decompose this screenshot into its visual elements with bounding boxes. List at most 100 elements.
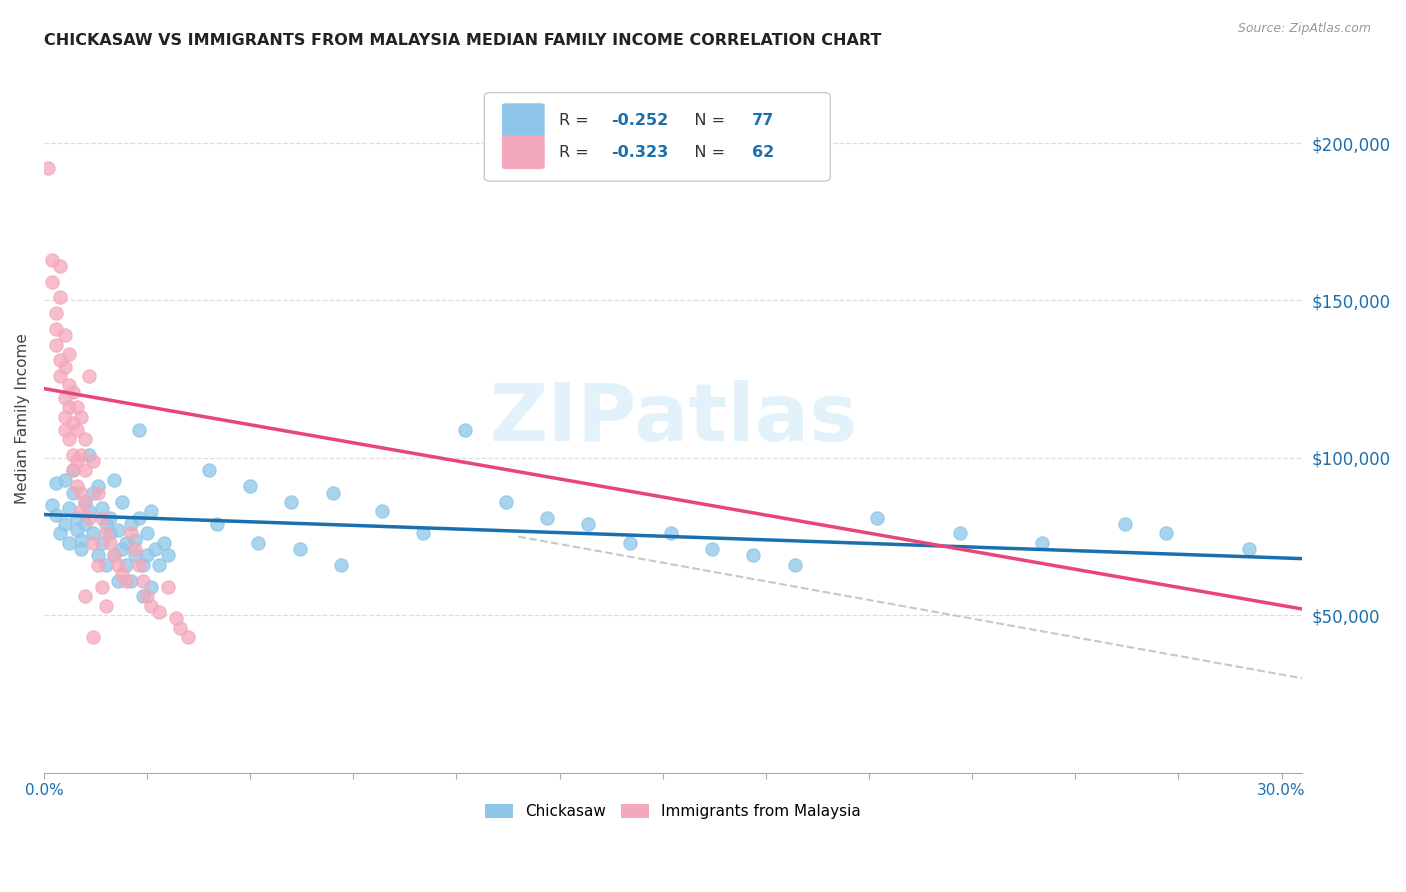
Point bbox=[62, 463, 84, 477]
Point bbox=[322, 485, 344, 500]
Point bbox=[111, 495, 134, 509]
Point bbox=[247, 536, 270, 550]
Point bbox=[124, 542, 146, 557]
Point bbox=[132, 558, 155, 572]
Point bbox=[239, 479, 262, 493]
Point bbox=[1031, 536, 1053, 550]
Point bbox=[49, 353, 72, 368]
Point bbox=[62, 448, 84, 462]
Point bbox=[75, 516, 97, 531]
Point bbox=[75, 463, 97, 477]
Point bbox=[70, 504, 93, 518]
Point bbox=[53, 391, 76, 405]
Point bbox=[742, 549, 765, 563]
Point bbox=[120, 526, 142, 541]
Point bbox=[103, 473, 125, 487]
Point bbox=[49, 369, 72, 384]
Point bbox=[111, 542, 134, 557]
Point bbox=[77, 369, 100, 384]
Point bbox=[103, 549, 125, 563]
Point bbox=[90, 501, 112, 516]
Point bbox=[136, 549, 159, 563]
Point bbox=[86, 549, 108, 563]
Point bbox=[205, 516, 228, 531]
Text: Source: ZipAtlas.com: Source: ZipAtlas.com bbox=[1237, 22, 1371, 36]
Point bbox=[45, 306, 67, 320]
Text: N =: N = bbox=[679, 145, 731, 160]
Point bbox=[115, 558, 138, 572]
Point bbox=[53, 359, 76, 374]
FancyBboxPatch shape bbox=[484, 93, 831, 181]
Point bbox=[53, 409, 76, 424]
Point bbox=[45, 508, 67, 522]
Point bbox=[58, 536, 80, 550]
Point bbox=[128, 510, 150, 524]
Point bbox=[454, 423, 477, 437]
Point bbox=[783, 558, 806, 572]
Point bbox=[58, 378, 80, 392]
Point bbox=[128, 558, 150, 572]
Point bbox=[280, 495, 302, 509]
Point bbox=[82, 631, 104, 645]
Point bbox=[94, 526, 117, 541]
Point bbox=[53, 473, 76, 487]
Point bbox=[41, 498, 63, 512]
Point bbox=[49, 526, 72, 541]
Point bbox=[1114, 516, 1136, 531]
Point bbox=[66, 479, 89, 493]
FancyBboxPatch shape bbox=[502, 135, 544, 169]
Point bbox=[53, 328, 76, 343]
Point bbox=[62, 463, 84, 477]
Point bbox=[136, 526, 159, 541]
Point bbox=[107, 574, 129, 588]
Point bbox=[86, 485, 108, 500]
Text: N =: N = bbox=[679, 112, 731, 128]
Point bbox=[124, 533, 146, 547]
Text: 62: 62 bbox=[752, 145, 775, 160]
Point bbox=[41, 275, 63, 289]
Point bbox=[148, 605, 170, 619]
Point bbox=[62, 416, 84, 430]
Point bbox=[94, 599, 117, 613]
Point bbox=[329, 558, 352, 572]
Point bbox=[152, 536, 174, 550]
Point bbox=[98, 526, 121, 541]
Text: R =: R = bbox=[558, 112, 593, 128]
Point bbox=[77, 448, 100, 462]
Point bbox=[41, 252, 63, 267]
Point bbox=[371, 504, 394, 518]
Point bbox=[98, 536, 121, 550]
Point bbox=[70, 542, 93, 557]
Point bbox=[619, 536, 641, 550]
Point bbox=[49, 290, 72, 304]
Point bbox=[45, 337, 67, 351]
Point bbox=[75, 590, 97, 604]
Point bbox=[120, 516, 142, 531]
Point bbox=[103, 549, 125, 563]
Point bbox=[82, 536, 104, 550]
Point bbox=[132, 574, 155, 588]
Point bbox=[70, 409, 93, 424]
Point bbox=[66, 423, 89, 437]
Text: -0.323: -0.323 bbox=[612, 145, 669, 160]
Point bbox=[62, 384, 84, 399]
Point bbox=[128, 423, 150, 437]
Point bbox=[62, 485, 84, 500]
Point bbox=[124, 549, 146, 563]
Point bbox=[107, 558, 129, 572]
Point bbox=[94, 516, 117, 531]
Text: ZIPatlas: ZIPatlas bbox=[489, 379, 858, 458]
Point bbox=[949, 526, 972, 541]
Point bbox=[58, 347, 80, 361]
Point bbox=[156, 580, 179, 594]
Text: -0.252: -0.252 bbox=[612, 112, 669, 128]
Point bbox=[495, 495, 517, 509]
Point bbox=[659, 526, 682, 541]
Point bbox=[58, 401, 80, 415]
Point bbox=[70, 448, 93, 462]
Point bbox=[866, 510, 889, 524]
Point bbox=[45, 322, 67, 336]
Text: CHICKASAW VS IMMIGRANTS FROM MALAYSIA MEDIAN FAMILY INCOME CORRELATION CHART: CHICKASAW VS IMMIGRANTS FROM MALAYSIA ME… bbox=[44, 33, 882, 48]
Point bbox=[75, 495, 97, 509]
Point bbox=[132, 590, 155, 604]
